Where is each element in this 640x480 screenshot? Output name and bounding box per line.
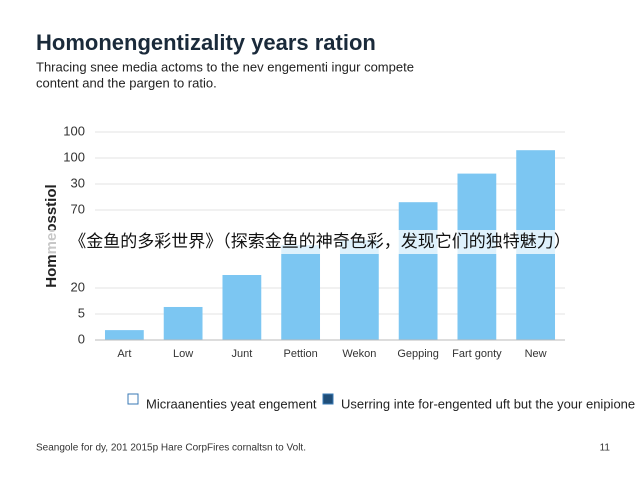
footer: Seangole for dy, 201 2015p Hare CorpFire… <box>36 443 306 454</box>
legend-label: Userring inte for-engented uft but the y… <box>341 396 635 411</box>
y-tick-label: 20 <box>71 279 85 294</box>
bar <box>163 306 203 340</box>
x-tick-label: Low <box>173 348 193 360</box>
x-tick-label: Art <box>117 348 131 360</box>
page-number: 11 <box>600 443 611 454</box>
chart-title: Homonengentizality years ration <box>36 30 376 55</box>
y-tick-label: 30 <box>71 175 85 190</box>
subtitle: content and the pargen to ratio. <box>36 75 217 90</box>
bar <box>104 330 144 340</box>
x-tick-label: Junt <box>231 348 252 360</box>
x-tick-label: Fart gonty <box>452 348 502 360</box>
y-tick-label: 100 <box>63 123 85 138</box>
bar <box>281 245 321 340</box>
y-tick-label: 0 <box>78 331 85 346</box>
bar <box>398 202 438 340</box>
legend-swatch <box>322 393 334 405</box>
bar <box>457 173 497 340</box>
x-tick-label: New <box>525 348 547 360</box>
y-tick-label: 5 <box>78 305 85 320</box>
x-tick-label: Pettion <box>284 348 318 360</box>
legend-label: Micraanenties yeat engement <box>146 396 317 411</box>
bar <box>339 239 379 340</box>
legend-swatch <box>127 393 139 405</box>
subtitle: Thracing snee media actoms to the nev en… <box>36 59 414 74</box>
y-tick-label: 70 <box>71 201 85 216</box>
y-tick-label: 100 <box>63 149 85 164</box>
x-tick-label: Gepping <box>397 348 439 360</box>
overlay-text: 《金鱼的多彩世界》（探索金鱼的神奇色彩，发现它们的独特魅力） <box>0 230 640 254</box>
x-tick-label: Wekon <box>342 348 376 360</box>
bar <box>222 275 262 340</box>
